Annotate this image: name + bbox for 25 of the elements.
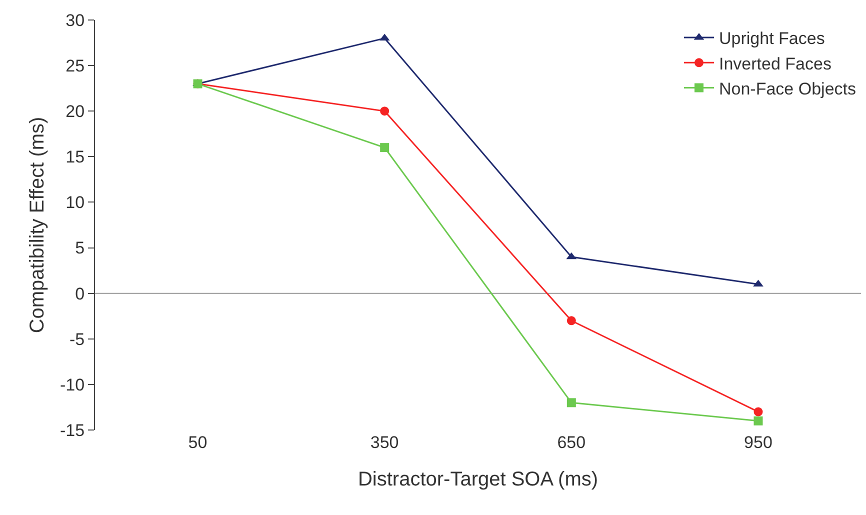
x-tick-label: 350 xyxy=(370,433,399,452)
point xyxy=(566,398,576,408)
x-tick-label: 50 xyxy=(188,433,208,452)
y-tick-label: -10 xyxy=(60,375,85,394)
y-tick-label: 0 xyxy=(75,284,85,304)
point xyxy=(566,316,576,326)
y-tick-label: -5 xyxy=(69,330,85,349)
point xyxy=(754,416,763,426)
y-tick-label: 5 xyxy=(75,238,85,258)
y-tick-label: 30 xyxy=(66,10,85,30)
y-tick-label: 25 xyxy=(66,56,85,76)
legend-label: Inverted Faces xyxy=(719,54,832,74)
point xyxy=(754,407,763,416)
x-tick-label: 950 xyxy=(744,433,772,452)
y-tick-label: -15 xyxy=(60,420,85,440)
y-axis-title: Compatibility Effect (ms) xyxy=(26,116,49,334)
legend-label: Upright Faces xyxy=(719,29,825,48)
y-tick-label: 10 xyxy=(66,193,85,212)
y-tick-label: 20 xyxy=(66,102,85,122)
legend-label: Non-Face Objects xyxy=(719,79,856,98)
point xyxy=(380,106,390,116)
x-axis-title: Distractor-Target SOA (ms) xyxy=(358,468,598,490)
x-tick-label: 650 xyxy=(557,433,586,452)
point xyxy=(380,143,390,152)
y-tick-label: 15 xyxy=(66,148,85,167)
